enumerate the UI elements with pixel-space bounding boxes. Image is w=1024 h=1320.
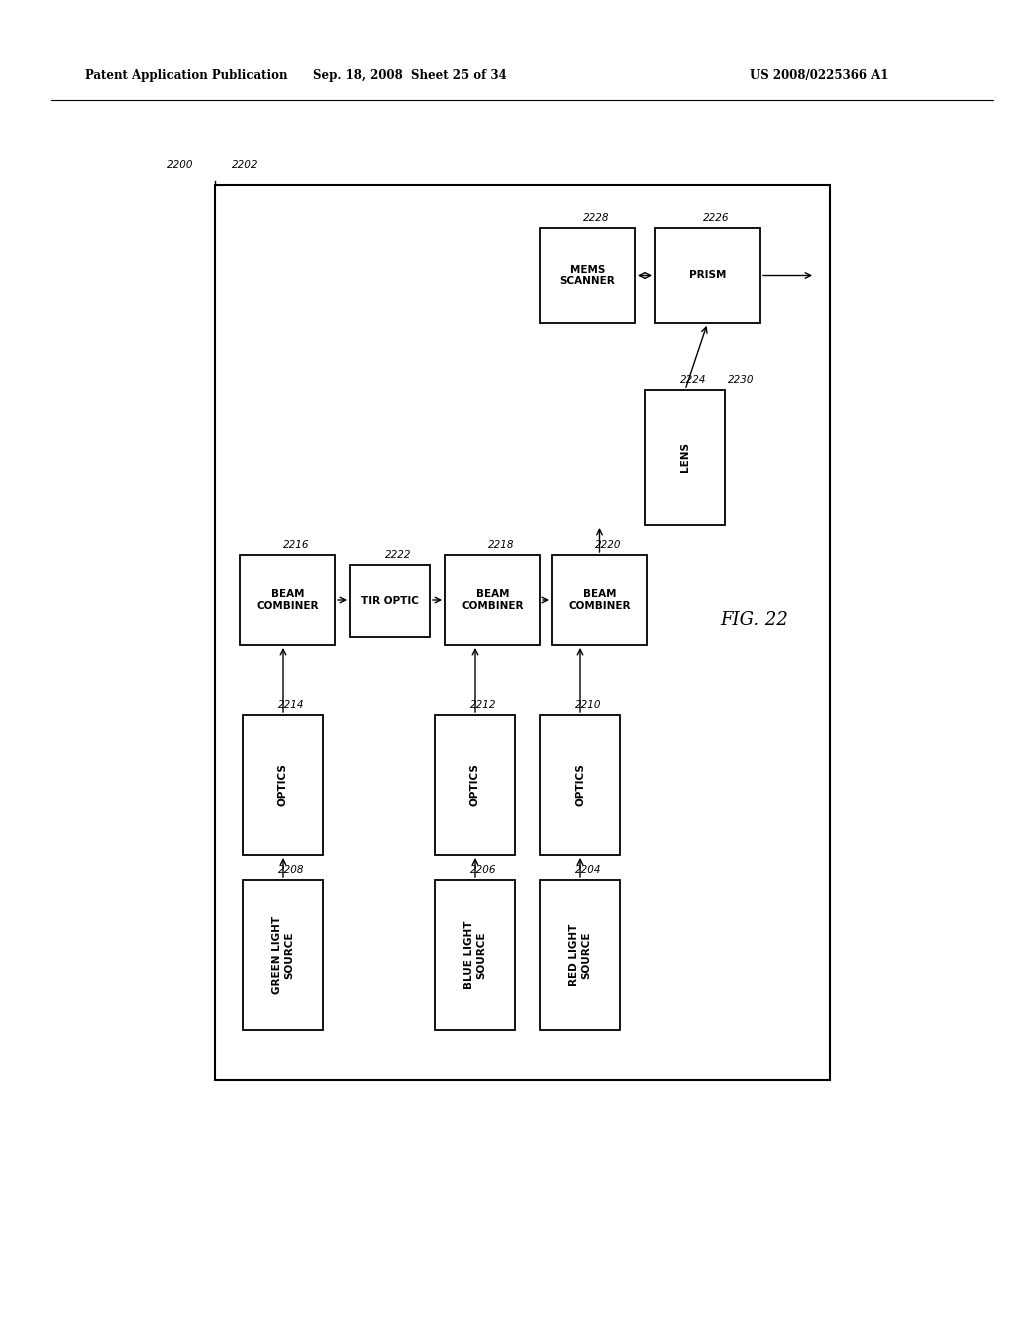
- Text: 2228: 2228: [583, 213, 609, 223]
- Text: FIG. 22: FIG. 22: [720, 611, 787, 630]
- Bar: [445, 554, 540, 645]
- Bar: [243, 715, 323, 855]
- Bar: [350, 565, 430, 638]
- Text: MEMS
SCANNER: MEMS SCANNER: [560, 265, 615, 286]
- Text: Patent Application Publication: Patent Application Publication: [85, 69, 288, 82]
- Text: 2202: 2202: [232, 160, 258, 170]
- Text: 2210: 2210: [575, 700, 601, 710]
- Text: BEAM
COMBINER: BEAM COMBINER: [256, 589, 318, 611]
- Bar: [435, 715, 515, 855]
- Text: OPTICS: OPTICS: [278, 763, 288, 807]
- Text: US 2008/0225366 A1: US 2008/0225366 A1: [750, 69, 889, 82]
- Text: 2204: 2204: [575, 865, 601, 875]
- Text: OPTICS: OPTICS: [470, 763, 480, 807]
- Text: 2230: 2230: [728, 375, 755, 385]
- Text: BLUE LIGHT
SOURCE: BLUE LIGHT SOURCE: [464, 921, 485, 989]
- Bar: [435, 880, 515, 1030]
- Text: 2216: 2216: [283, 540, 309, 550]
- Text: 2226: 2226: [702, 213, 729, 223]
- Bar: [552, 554, 647, 645]
- Bar: [645, 389, 725, 525]
- Bar: [655, 228, 760, 323]
- Text: 2212: 2212: [470, 700, 497, 710]
- Text: Sep. 18, 2008  Sheet 25 of 34: Sep. 18, 2008 Sheet 25 of 34: [313, 69, 507, 82]
- Text: 2218: 2218: [487, 540, 514, 550]
- Bar: [243, 880, 323, 1030]
- Text: PRISM: PRISM: [689, 271, 726, 281]
- Bar: [215, 185, 830, 1080]
- Bar: [240, 554, 335, 645]
- Text: 2208: 2208: [278, 865, 304, 875]
- Text: 2224: 2224: [680, 375, 707, 385]
- Bar: [540, 715, 620, 855]
- Text: BEAM
COMBINER: BEAM COMBINER: [461, 589, 523, 611]
- Text: TIR OPTIC: TIR OPTIC: [361, 597, 419, 606]
- Text: 2222: 2222: [385, 550, 412, 560]
- Text: 2200: 2200: [167, 160, 194, 170]
- Bar: [540, 228, 635, 323]
- Text: LENS: LENS: [680, 442, 690, 473]
- Text: GREEN LIGHT
SOURCE: GREEN LIGHT SOURCE: [272, 916, 294, 994]
- Bar: [540, 880, 620, 1030]
- Text: 2206: 2206: [470, 865, 497, 875]
- Text: BEAM
COMBINER: BEAM COMBINER: [568, 589, 631, 611]
- Text: RED LIGHT
SOURCE: RED LIGHT SOURCE: [569, 924, 591, 986]
- Text: 2214: 2214: [278, 700, 304, 710]
- Text: 2220: 2220: [595, 540, 621, 550]
- Text: OPTICS: OPTICS: [575, 763, 585, 807]
